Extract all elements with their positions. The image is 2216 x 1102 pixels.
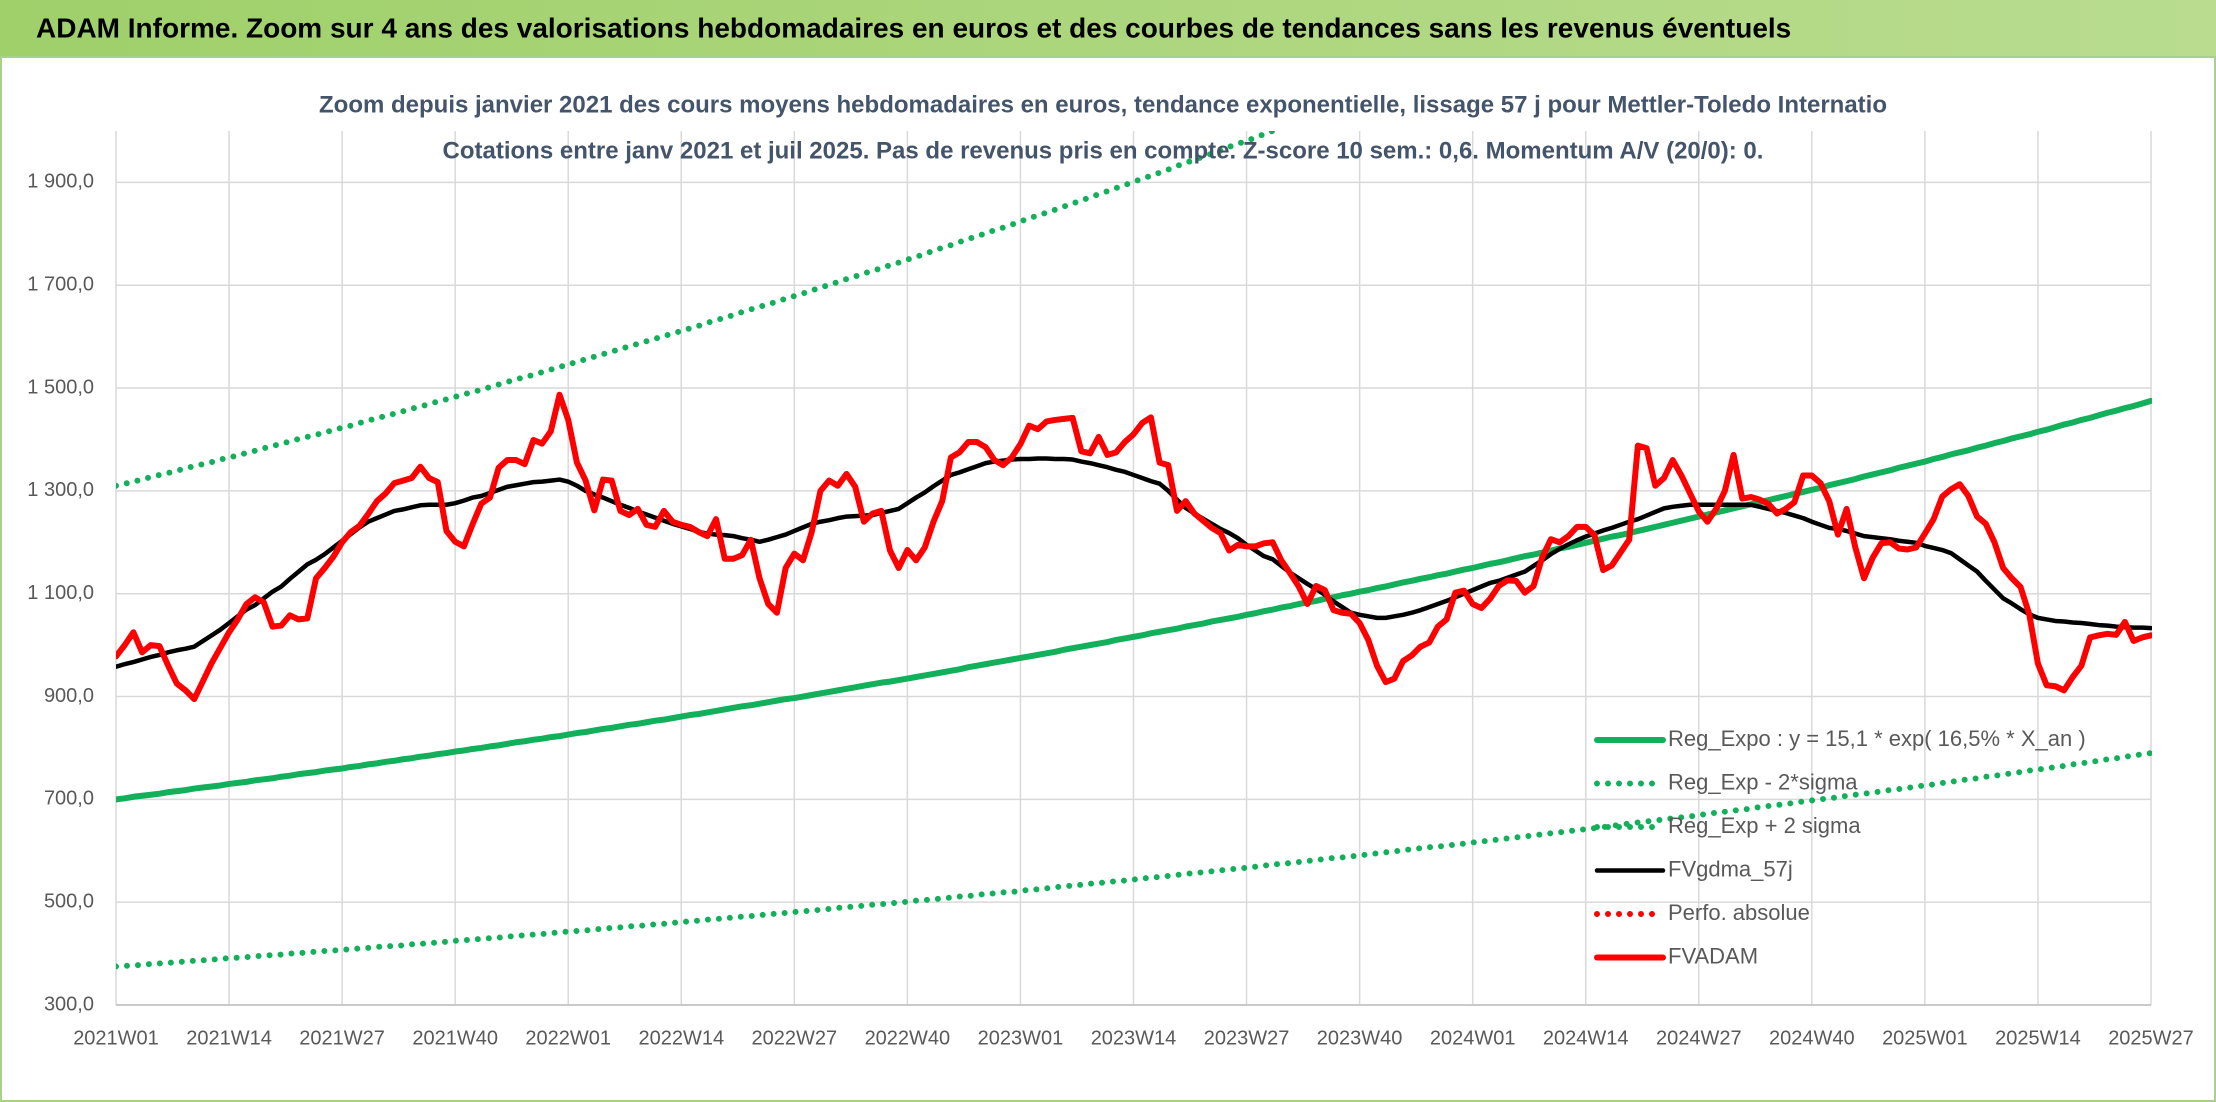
x-tick-label: 2025W14 bbox=[1995, 1027, 2081, 1049]
x-tick-label: 2024W40 bbox=[1769, 1027, 1855, 1049]
x-tick-label: 2021W40 bbox=[412, 1027, 498, 1049]
x-tick-label: 2024W01 bbox=[1430, 1027, 1516, 1049]
legend-label: FVADAM bbox=[1668, 943, 1758, 968]
x-tick-label: 2023W01 bbox=[978, 1027, 1064, 1049]
chart-title: Zoom depuis janvier 2021 des cours moyen… bbox=[319, 91, 1887, 118]
y-tick-label: 500,0 bbox=[44, 890, 94, 912]
legend: Reg_Expo : y = 15,1 * exp( 16,5% * X_an … bbox=[1594, 726, 2086, 968]
x-tick-label: 2023W27 bbox=[1204, 1027, 1290, 1049]
legend-label: Perfo. absolue bbox=[1668, 900, 1810, 925]
header-title: ADAM Informe. Zoom sur 4 ans des valoris… bbox=[36, 12, 1791, 43]
y-tick-label: 1 100,0 bbox=[27, 582, 94, 604]
x-tick-label: 2021W14 bbox=[186, 1027, 272, 1049]
x-tick-label: 2025W27 bbox=[2108, 1027, 2194, 1049]
plot-area bbox=[116, 131, 2152, 970]
x-tick-label: 2022W40 bbox=[865, 1027, 951, 1049]
y-tick-label: 1 900,0 bbox=[27, 171, 94, 193]
chart-subtitle: Cotations entre janv 2021 et juil 2025. … bbox=[443, 137, 1764, 164]
x-tick-label: 2022W27 bbox=[752, 1027, 838, 1049]
x-tick-label: 2024W27 bbox=[1656, 1027, 1742, 1049]
x-tick-label: 2023W40 bbox=[1317, 1027, 1403, 1049]
series-line bbox=[116, 456, 2152, 669]
frame bbox=[0, 56, 2216, 1102]
x-tick-label: 2022W01 bbox=[525, 1027, 611, 1049]
y-tick-label: 700,0 bbox=[44, 788, 94, 810]
y-tick-label: 1 500,0 bbox=[27, 376, 94, 398]
x-tick-label: 2025W01 bbox=[1882, 1027, 1968, 1049]
x-tick-label: 2024W14 bbox=[1543, 1027, 1629, 1049]
y-tick-label: 1 700,0 bbox=[27, 274, 94, 296]
y-tick-label: 1 300,0 bbox=[27, 479, 94, 501]
labels: 300,0 500,0 700,0 900,0 1 100,0 1 300,0 1 500,… bbox=[27, 171, 2194, 1050]
header-bar bbox=[0, 0, 2216, 57]
x-tick-label: 2023W14 bbox=[1091, 1027, 1177, 1049]
series-line bbox=[116, 131, 1281, 489]
x-tick-label: 2021W27 bbox=[299, 1027, 385, 1049]
legend-label: Reg_Exp + 2 sigma bbox=[1668, 813, 1861, 838]
legend-label: Reg_Expo : y = 15,1 * exp( 16,5% * X_an … bbox=[1668, 726, 2086, 751]
series-line bbox=[116, 397, 2152, 803]
x-tick-label: 2022W14 bbox=[638, 1027, 724, 1049]
series-line bbox=[116, 391, 2152, 703]
y-tick-label: 900,0 bbox=[44, 685, 94, 707]
x-tick-label: 2021W01 bbox=[73, 1027, 159, 1049]
y-tick-label: 300,0 bbox=[44, 993, 94, 1015]
legend-label: FVgdma_57j bbox=[1668, 856, 1793, 881]
legend-label: Reg_Exp - 2*sigma bbox=[1668, 769, 1858, 794]
series-line bbox=[116, 750, 2152, 970]
